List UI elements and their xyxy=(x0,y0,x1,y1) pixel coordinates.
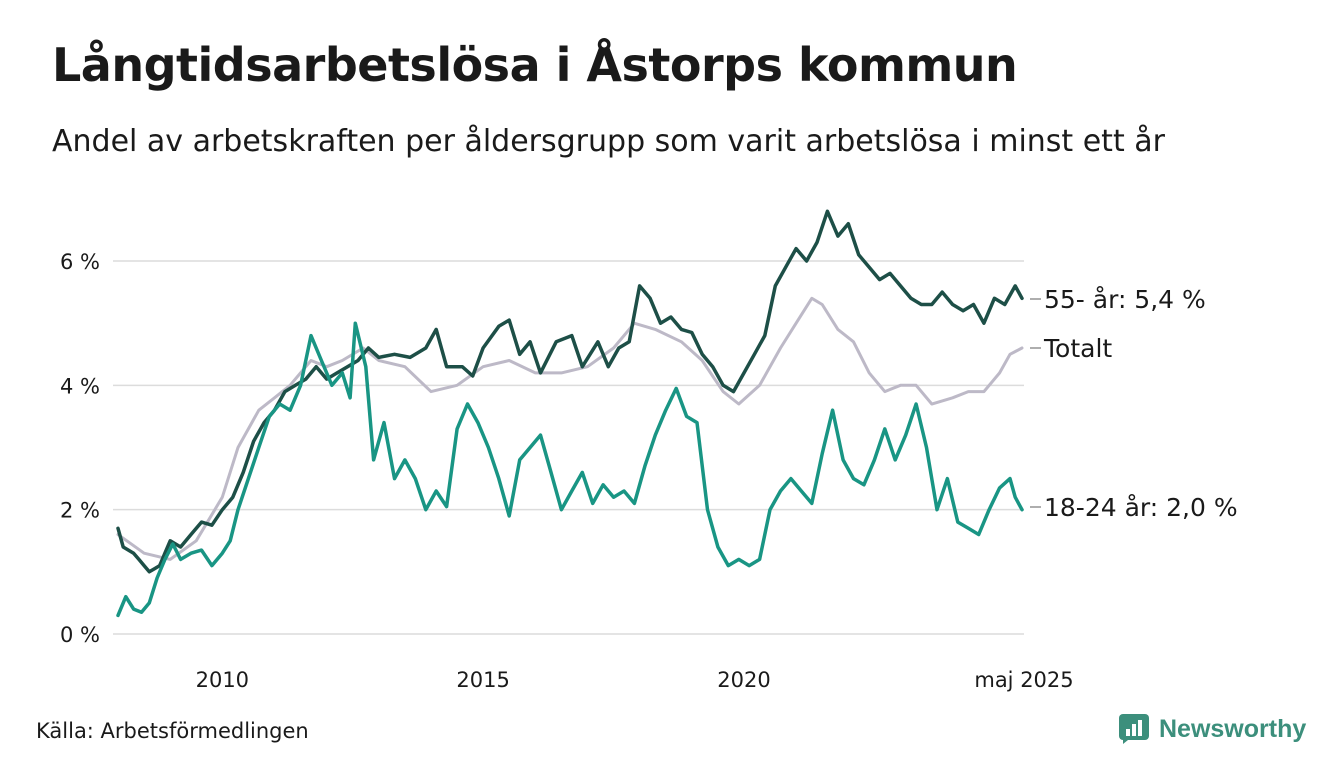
newsworthy-logo-icon xyxy=(1119,714,1149,744)
x-tick-label: 2015 xyxy=(456,668,509,692)
chart-subtitle: Andel av arbetskraften per åldersgrupp s… xyxy=(52,124,1165,159)
series-end-label: 55- år: 5,4 % xyxy=(1044,285,1206,314)
series-end-label: 18-24 år: 2,0 % xyxy=(1044,493,1238,522)
x-tick-label: maj 2025 xyxy=(974,668,1073,692)
series-line-18-24-r xyxy=(116,321,1024,618)
y-axis: 0 % 2 % 4 % 6 % xyxy=(60,250,100,647)
y-tick-label: 0 % xyxy=(60,623,100,647)
chart-title: Långtidsarbetslösa i Åstorps kommun xyxy=(52,38,1018,92)
x-tick-label: 2020 xyxy=(717,668,770,692)
brand-name: Newsworthy xyxy=(1159,714,1307,743)
source-note: Källa: Arbetsförmedlingen xyxy=(36,719,309,743)
y-tick-label: 2 % xyxy=(60,499,100,523)
series-line-55-r xyxy=(116,209,1024,574)
x-axis: 2010 2015 2020 maj 2025 xyxy=(196,668,1074,692)
y-tick-label: 6 % xyxy=(60,250,100,274)
series-end-labels: Totalt 55- år: 5,4 % 18-24 år: 2,0 % xyxy=(1030,285,1238,522)
series-end-label: Totalt xyxy=(1043,334,1112,363)
brand-logo[interactable]: Newsworthy xyxy=(1119,714,1306,744)
gridlines xyxy=(113,260,1024,635)
series-lines xyxy=(116,209,1024,618)
x-tick-label: 2010 xyxy=(196,668,249,692)
y-tick-label: 4 % xyxy=(60,374,100,398)
